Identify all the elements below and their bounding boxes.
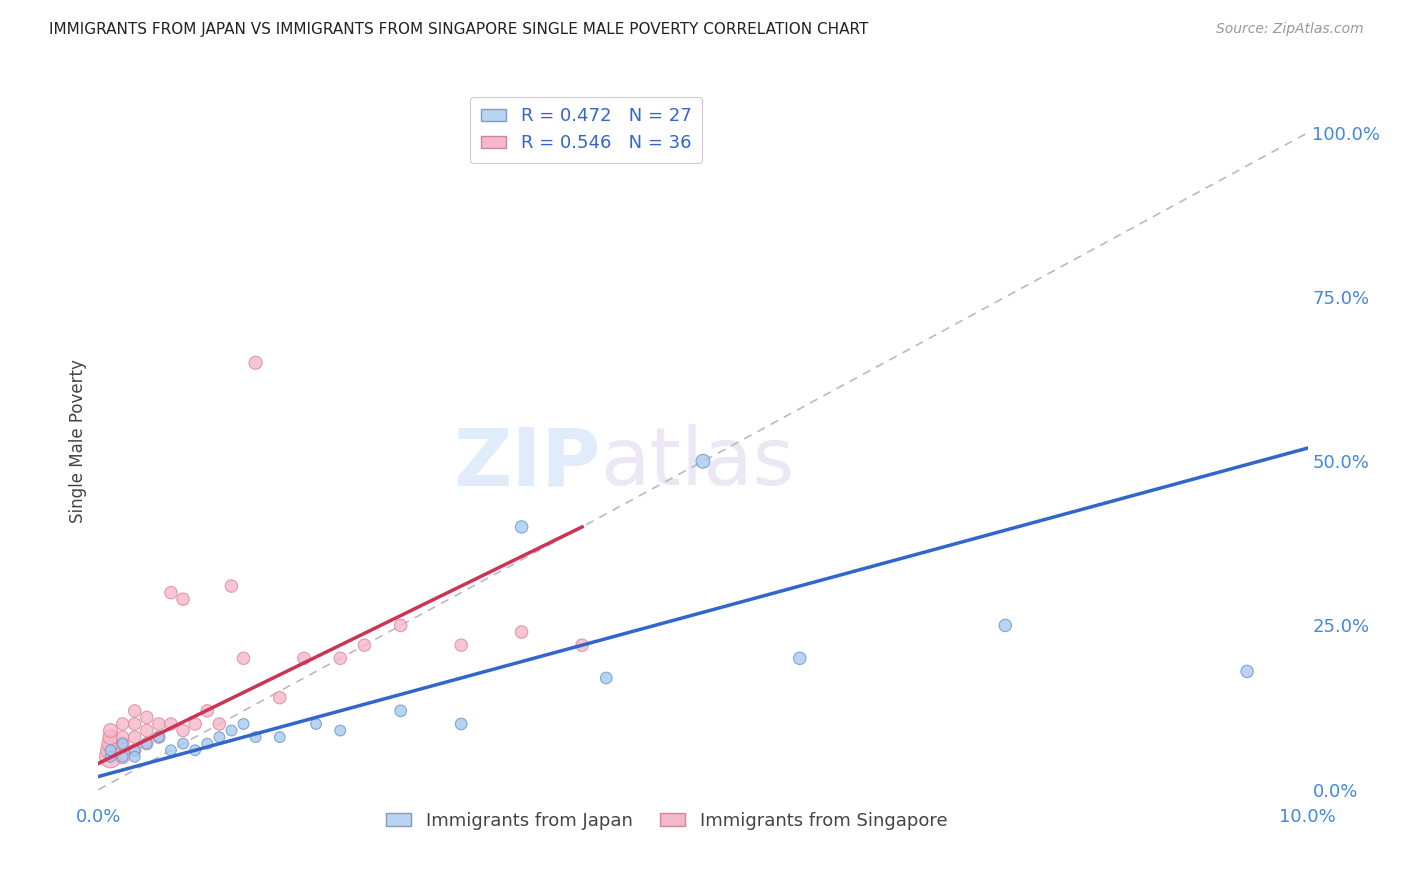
- Point: [269, 730, 291, 744]
- Point: [124, 743, 146, 757]
- Point: [111, 737, 134, 751]
- Point: [329, 723, 352, 738]
- Point: [184, 743, 207, 757]
- Point: [450, 717, 472, 731]
- Point: [135, 737, 157, 751]
- Point: [100, 749, 122, 764]
- Point: [111, 749, 134, 764]
- Point: [148, 730, 170, 744]
- Point: [135, 723, 157, 738]
- Point: [100, 730, 122, 744]
- Point: [100, 749, 122, 764]
- Point: [389, 618, 412, 632]
- Point: [160, 717, 183, 731]
- Point: [208, 730, 231, 744]
- Point: [195, 737, 218, 751]
- Point: [184, 717, 207, 731]
- Point: [571, 638, 593, 652]
- Point: [450, 638, 472, 652]
- Point: [160, 743, 183, 757]
- Point: [292, 651, 315, 665]
- Point: [353, 638, 375, 652]
- Point: [510, 625, 533, 640]
- Point: [510, 520, 533, 534]
- Point: [389, 704, 412, 718]
- Point: [329, 651, 352, 665]
- Point: [245, 356, 267, 370]
- Point: [100, 743, 122, 757]
- Point: [111, 737, 134, 751]
- Text: ZIP: ZIP: [453, 425, 600, 502]
- Text: atlas: atlas: [600, 425, 794, 502]
- Point: [305, 717, 328, 731]
- Point: [100, 743, 122, 757]
- Point: [245, 730, 267, 744]
- Point: [221, 723, 243, 738]
- Point: [692, 454, 714, 468]
- Point: [269, 690, 291, 705]
- Point: [135, 710, 157, 724]
- Point: [100, 723, 122, 738]
- Point: [195, 704, 218, 718]
- Point: [111, 717, 134, 731]
- Text: IMMIGRANTS FROM JAPAN VS IMMIGRANTS FROM SINGAPORE SINGLE MALE POVERTY CORRELATI: IMMIGRANTS FROM JAPAN VS IMMIGRANTS FROM…: [49, 22, 869, 37]
- Point: [111, 749, 134, 764]
- Point: [595, 671, 617, 685]
- Point: [1236, 665, 1258, 679]
- Point: [124, 730, 146, 744]
- Point: [172, 592, 194, 607]
- Point: [124, 717, 146, 731]
- Point: [172, 723, 194, 738]
- Point: [111, 730, 134, 744]
- Point: [221, 579, 243, 593]
- Text: Source: ZipAtlas.com: Source: ZipAtlas.com: [1216, 22, 1364, 37]
- Point: [232, 651, 254, 665]
- Point: [232, 717, 254, 731]
- Point: [160, 585, 183, 599]
- Y-axis label: Single Male Poverty: Single Male Poverty: [69, 359, 87, 524]
- Point: [124, 704, 146, 718]
- Point: [124, 749, 146, 764]
- Point: [100, 737, 122, 751]
- Legend: Immigrants from Japan, Immigrants from Singapore: Immigrants from Japan, Immigrants from S…: [380, 805, 955, 837]
- Point: [148, 717, 170, 731]
- Point: [148, 730, 170, 744]
- Point: [789, 651, 811, 665]
- Point: [135, 737, 157, 751]
- Point: [208, 717, 231, 731]
- Point: [172, 737, 194, 751]
- Point: [124, 743, 146, 757]
- Point: [994, 618, 1017, 632]
